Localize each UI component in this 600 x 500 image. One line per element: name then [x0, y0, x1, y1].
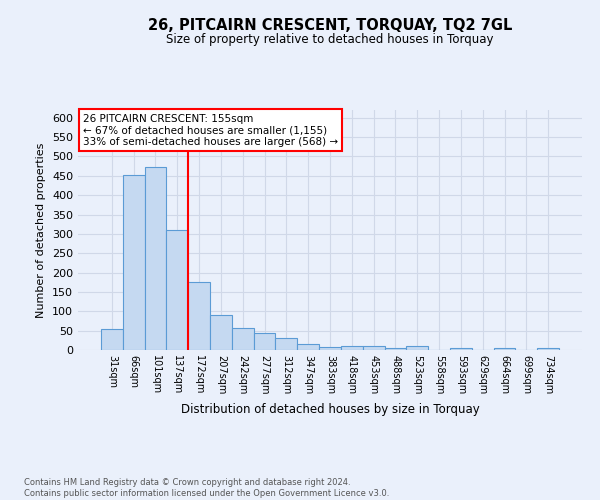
- Text: Contains HM Land Registry data © Crown copyright and database right 2024.
Contai: Contains HM Land Registry data © Crown c…: [24, 478, 389, 498]
- Bar: [101, 329, 123, 350]
- Bar: [319, 346, 341, 350]
- Bar: [254, 334, 275, 350]
- Bar: [494, 348, 515, 350]
- Text: 26, PITCAIRN CRESCENT, TORQUAY, TQ2 7GL: 26, PITCAIRN CRESCENT, TORQUAY, TQ2 7GL: [148, 18, 512, 32]
- Bar: [210, 315, 232, 350]
- Bar: [385, 348, 406, 350]
- Y-axis label: Number of detached properties: Number of detached properties: [37, 142, 46, 318]
- Bar: [123, 174, 145, 350]
- Bar: [188, 282, 210, 350]
- Bar: [537, 348, 559, 350]
- Bar: [450, 348, 472, 350]
- Bar: [341, 346, 363, 350]
- Bar: [363, 346, 385, 350]
- Text: Size of property relative to detached houses in Torquay: Size of property relative to detached ho…: [166, 32, 494, 46]
- Bar: [232, 328, 254, 350]
- Bar: [297, 344, 319, 350]
- X-axis label: Distribution of detached houses by size in Torquay: Distribution of detached houses by size …: [181, 402, 479, 415]
- Bar: [406, 346, 428, 350]
- Bar: [166, 230, 188, 350]
- Bar: [275, 338, 297, 350]
- Text: 26 PITCAIRN CRESCENT: 155sqm
← 67% of detached houses are smaller (1,155)
33% of: 26 PITCAIRN CRESCENT: 155sqm ← 67% of de…: [83, 114, 338, 147]
- Bar: [145, 167, 166, 350]
